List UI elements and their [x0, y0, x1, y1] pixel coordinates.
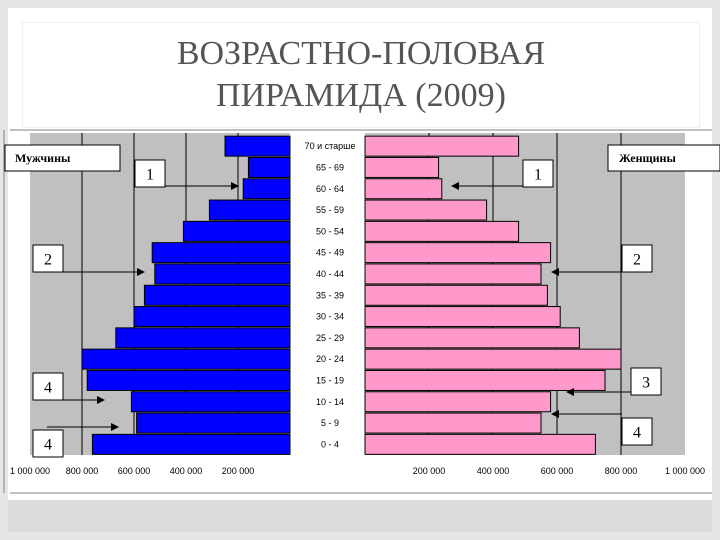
callout-box-1 — [32, 244, 64, 273]
x-tick-right-2: 600 000 — [541, 466, 574, 476]
legend-female-label: Женщины — [619, 151, 676, 165]
age-label-2: 10 - 14 — [316, 397, 344, 407]
legend-male-label: Мужчины — [15, 151, 71, 165]
age-label-8: 40 - 44 — [316, 269, 344, 279]
x-tick-left-0: 1 000 000 — [10, 466, 50, 476]
x-tick-right-3: 800 000 — [605, 466, 638, 476]
age-label-9: 45 - 49 — [316, 248, 344, 258]
callout-label-2: 4 — [44, 380, 52, 397]
bar-female-3 — [364, 369, 606, 391]
bar-male-7 — [143, 284, 291, 306]
bar-male-9 — [151, 242, 291, 264]
callout-label-4: 1 — [534, 167, 542, 184]
age-label-14: 70 и старше — [305, 141, 356, 151]
bar-male-13 — [247, 156, 291, 178]
legend-male-box — [4, 144, 121, 172]
bar-male-0 — [91, 433, 291, 455]
bar-male-14 — [224, 135, 291, 157]
age-label-12: 60 - 64 — [316, 184, 344, 194]
age-label-10: 50 - 54 — [316, 226, 344, 236]
age-label-1: 5 - 9 — [321, 418, 339, 428]
bar-female-1 — [364, 412, 542, 434]
bar-male-2 — [130, 391, 291, 413]
x-tick-right-4: 1 000 000 — [665, 466, 705, 476]
callout-box-2 — [32, 372, 64, 401]
title-line-2: ПИРАМИДА (2009) — [216, 77, 506, 114]
title-box: ВОЗРАСТНО-ПОЛОВАЯ ПИРАМИДА (2009) — [22, 22, 700, 128]
callout-box-7 — [621, 417, 653, 446]
age-label-7: 35 - 39 — [316, 290, 344, 300]
bar-female-7 — [364, 284, 548, 306]
callout-label-3: 4 — [44, 437, 52, 454]
x-tick-right-0: 200 000 — [413, 466, 446, 476]
bar-female-5 — [364, 327, 580, 349]
age-label-11: 55 - 59 — [316, 205, 344, 215]
x-tick-left-3: 400 000 — [170, 466, 203, 476]
bar-female-9 — [364, 242, 552, 264]
callout-box-0 — [134, 159, 166, 188]
bar-female-12 — [364, 178, 443, 200]
title-line-1: ВОЗРАСТНО-ПОЛОВАЯ — [176, 35, 546, 72]
bar-male-3 — [86, 369, 291, 391]
x-tick-left-4: 200 000 — [222, 466, 255, 476]
bar-male-12 — [242, 178, 291, 200]
bar-male-6 — [133, 306, 291, 328]
callout-box-5 — [621, 244, 653, 273]
callout-box-6 — [630, 367, 662, 396]
age-label-5: 25 - 29 — [316, 333, 344, 343]
bar-female-13 — [364, 156, 440, 178]
bar-female-0 — [364, 433, 596, 455]
age-label-13: 65 - 69 — [316, 162, 344, 172]
bar-female-2 — [364, 391, 552, 413]
bar-male-1 — [136, 412, 291, 434]
x-tick-right-1: 400 000 — [477, 466, 510, 476]
age-label-0: 0 - 4 — [321, 439, 339, 449]
slide-title: ВОЗРАСТНО-ПОЛОВАЯ ПИРАМИДА (2009) — [23, 33, 699, 117]
bar-female-4 — [364, 348, 622, 370]
legend-female-box — [607, 144, 720, 172]
x-tick-left-1: 800 000 — [66, 466, 99, 476]
bottom-bar — [8, 500, 712, 532]
age-label-6: 30 - 34 — [316, 312, 344, 322]
callout-label-1: 2 — [44, 252, 52, 269]
callout-box-4 — [522, 159, 554, 188]
bar-female-8 — [364, 263, 542, 285]
x-tick-left-2: 600 000 — [118, 466, 151, 476]
bar-male-5 — [115, 327, 291, 349]
bar-male-11 — [208, 199, 291, 221]
bar-female-14 — [364, 135, 520, 157]
callout-label-5: 2 — [633, 252, 641, 269]
age-label-3: 15 - 19 — [316, 375, 344, 385]
callout-label-0: 1 — [146, 167, 154, 184]
bar-female-6 — [364, 306, 561, 328]
bar-female-11 — [364, 199, 488, 221]
bar-male-10 — [182, 220, 291, 242]
age-label-4: 20 - 24 — [316, 354, 344, 364]
callout-box-3 — [32, 429, 64, 458]
bar-male-8 — [154, 263, 291, 285]
callout-label-7: 4 — [633, 425, 641, 442]
callout-label-6: 3 — [642, 375, 650, 392]
bar-female-10 — [364, 220, 520, 242]
bar-male-4 — [81, 348, 291, 370]
